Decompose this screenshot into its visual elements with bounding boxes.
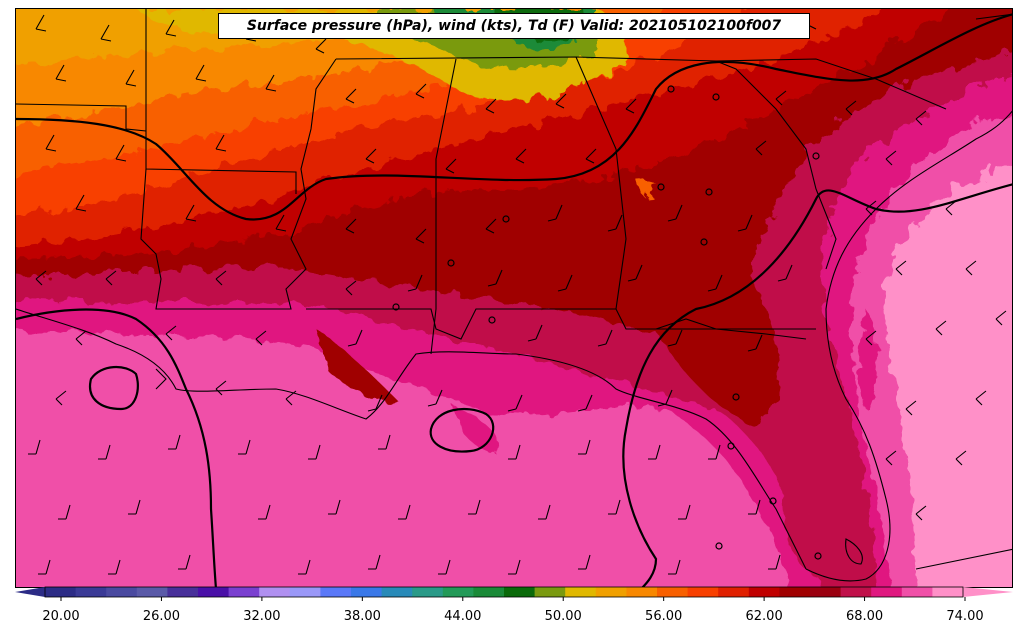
- colorbar-tick-label: 20.00: [42, 609, 79, 624]
- colorbar-bin: [106, 587, 138, 597]
- colorbar-ticks: 20.00 26.00 32.00 38.00 44.00 50.00 56.00 62.00…: [42, 597, 984, 624]
- colorbar-bins: [45, 587, 964, 597]
- colorbar-bin: [167, 587, 199, 597]
- colorbar-bin: [75, 587, 107, 597]
- colorbar-tick-label: 62.00: [746, 609, 783, 624]
- colorbar-bin: [259, 587, 291, 597]
- colorbar-bin: [810, 587, 842, 597]
- colorbar-tick-label: 26.00: [143, 609, 180, 624]
- colorbar-bin: [534, 587, 566, 597]
- colorbar-bin: [136, 587, 168, 597]
- colorbar-tick-label: 38.00: [344, 609, 381, 624]
- colorbar-bin: [504, 587, 536, 597]
- dewpoint-colorbar: 20.00 26.00 32.00 38.00 44.00 50.00 56.00 62.00…: [15, 586, 1013, 624]
- calm-wind-stations: [392, 85, 822, 560]
- colorbar-bin: [351, 587, 383, 597]
- colorbar-bin: [412, 587, 444, 597]
- colorbar-bin: [748, 587, 780, 597]
- colorbar-bin: [779, 587, 811, 597]
- colorbar-tick-label: 50.00: [545, 609, 582, 624]
- colorbar-max-extension: [963, 587, 1013, 597]
- colorbar-min-extension: [15, 587, 45, 597]
- colorbar-outline: [44, 586, 964, 598]
- colorbar-tick-label: 56.00: [645, 609, 682, 624]
- colorbar-bin: [626, 587, 658, 597]
- map-title: Surface pressure (hPa), wind (kts), Td (…: [218, 13, 810, 39]
- colorbar-bin: [442, 587, 474, 597]
- map-panel: [15, 8, 1013, 588]
- colorbar-bin: [932, 587, 964, 597]
- colorbar-bin: [840, 587, 872, 597]
- colorbar-bin: [565, 587, 597, 597]
- colorbar-tick-label: 44.00: [444, 609, 481, 624]
- colorbar-bin: [381, 587, 413, 597]
- dewpoint-shading: [16, 9, 1012, 587]
- pressure-isobars: [16, 13, 1012, 587]
- colorbar-bin: [871, 587, 903, 597]
- colorbar-tick-label: 32.00: [243, 609, 280, 624]
- colorbar-bin: [657, 587, 689, 597]
- colorbar-bin: [320, 587, 352, 597]
- dewpoint-map: [16, 9, 1012, 587]
- wind-barbs: [28, 14, 1007, 575]
- colorbar-tick-label: 74.00: [946, 609, 983, 624]
- colorbar-bin: [901, 587, 933, 597]
- colorbar-bin: [595, 587, 627, 597]
- colorbar-bin: [473, 587, 505, 597]
- colorbar-tick-label: 68.00: [846, 609, 883, 624]
- colorbar-bin: [45, 587, 77, 597]
- colorbar-bin: [289, 587, 321, 597]
- colorbar-bin: [718, 587, 750, 597]
- colorbar-bin: [198, 587, 230, 597]
- colorbar-bin: [687, 587, 719, 597]
- colorbar-bin: [228, 587, 260, 597]
